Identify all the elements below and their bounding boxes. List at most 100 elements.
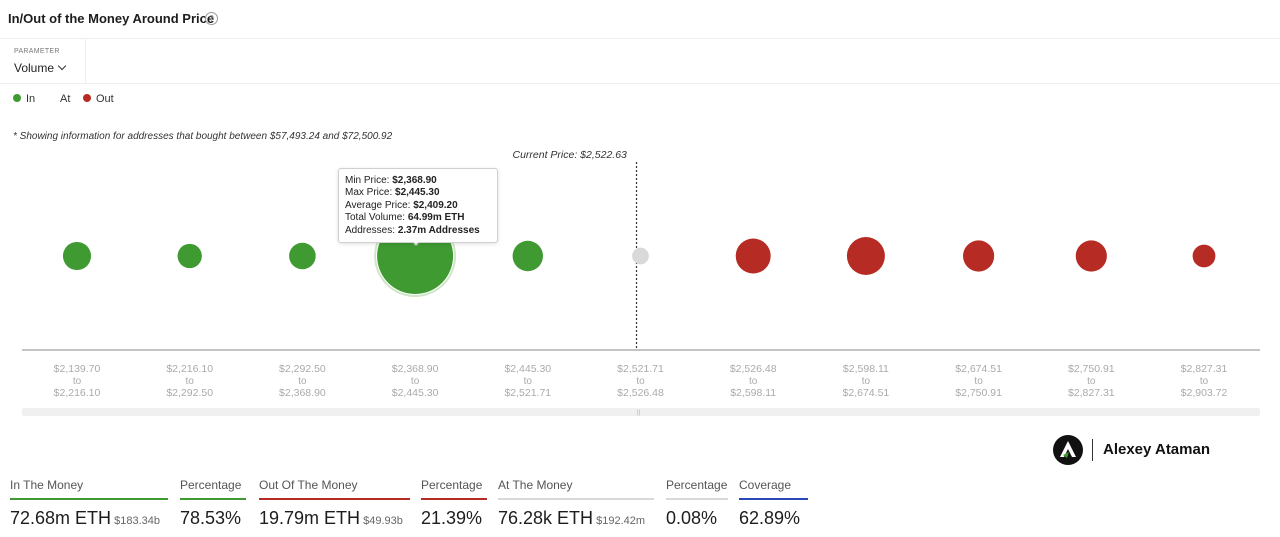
stat-label: In The Money xyxy=(10,478,84,492)
stat-subvalue: $192.42m xyxy=(593,515,646,527)
tick-label-to-3: $2,445.30 xyxy=(392,387,439,399)
stat-3: Percentage 21.39% xyxy=(421,478,487,529)
stat-1: Percentage 78.53% xyxy=(180,478,246,529)
tick-label-to-word-0: to xyxy=(73,376,82,387)
page-title: In/Out of the Money Around Price xyxy=(8,11,215,26)
tick-label-to-word-7: to xyxy=(862,376,871,387)
tick-label-to-word-3: to xyxy=(411,376,420,387)
bubble-at-5 xyxy=(632,247,649,265)
legend-item-out[interactable]: Out xyxy=(83,93,114,105)
tick-label-to-word-5: to xyxy=(636,376,645,387)
tick-label-to-word-10: to xyxy=(1200,376,1209,387)
bubble-out-8 xyxy=(963,240,995,272)
tick-label-from-9: $2,750.91 xyxy=(1068,363,1115,375)
bubble-in-2 xyxy=(289,242,316,270)
tick-label-from-4: $2,445.30 xyxy=(504,363,551,375)
stat-subvalue: $49.93b xyxy=(360,515,403,527)
tooltip-row-addresses: Addresses: 2.37m Addresses xyxy=(345,225,480,236)
help-icon[interactable]: ? xyxy=(205,12,218,25)
legend-item-in[interactable]: In xyxy=(13,93,35,105)
current-price-label: Current Price: $2,522.63 xyxy=(513,149,628,161)
legend-item-at[interactable]: At xyxy=(60,93,70,105)
tick-label-from-2: $2,292.50 xyxy=(279,363,326,375)
parameter-dropdown[interactable]: Volume xyxy=(14,61,67,75)
bubble-out-10 xyxy=(1192,244,1216,268)
tick-label-to-1: $2,292.50 xyxy=(166,387,213,399)
legend-label-at: At xyxy=(60,93,71,105)
stat-value: 62.89% xyxy=(739,508,801,528)
bubble-tooltip: Min Price: $2,368.90 Max Price: $2,445.3… xyxy=(338,168,498,243)
stat-label: Percentage xyxy=(180,478,242,492)
tick-label-to-10: $2,903.72 xyxy=(1181,387,1228,399)
tick-label-from-7: $2,598.11 xyxy=(843,363,889,375)
tick-label-to-4: $2,521.71 xyxy=(504,387,551,399)
tick-label-to-5: $2,526.48 xyxy=(617,387,664,399)
brand-logo xyxy=(1053,435,1083,465)
tick-label-from-6: $2,526.48 xyxy=(730,363,777,375)
tick-label-to-2: $2,368.90 xyxy=(279,387,326,399)
chart-scrollbar[interactable] xyxy=(22,408,1260,416)
stat-6: Coverage 62.89% xyxy=(739,478,808,529)
stat-value: 72.68m ETH $183.34b xyxy=(10,508,160,528)
tick-label-to-word-2: to xyxy=(298,376,307,387)
stat-value: 19.79m ETH $49.93b xyxy=(259,508,403,528)
stat-underline xyxy=(10,498,168,500)
bubble-in-1 xyxy=(177,243,202,269)
stat-4: At The Money 76.28k ETH $192.42m xyxy=(498,478,654,529)
range-note: * Showing information for addresses that… xyxy=(13,131,393,142)
stat-value: 78.53% xyxy=(180,508,242,528)
stat-subvalue: $183.34b xyxy=(111,515,160,527)
bubble-in-0 xyxy=(62,241,92,271)
tick-label-to-word-4: to xyxy=(524,376,533,387)
tooltip-row-min: Min Price: $2,368.90 xyxy=(345,175,437,186)
stat-underline xyxy=(498,498,654,500)
legend-label-out: Out xyxy=(96,93,114,105)
brand-logo-icon xyxy=(1060,441,1076,458)
stat-underline xyxy=(259,498,410,500)
brand-name: Alexey Ataman xyxy=(1103,441,1210,458)
tick-label-from-0: $2,139.70 xyxy=(54,363,101,375)
stat-label: Coverage xyxy=(739,478,792,492)
stat-underline xyxy=(739,498,808,500)
header-bar: In/Out of the Money Around Price ? xyxy=(0,0,1280,39)
tick-label-from-3: $2,368.90 xyxy=(392,363,439,375)
chevron-down-icon xyxy=(57,61,67,71)
stat-label: At The Money xyxy=(498,478,573,492)
tick-label-from-5: $2,521.71 xyxy=(617,363,664,375)
tick-label-to-7: $2,674.51 xyxy=(843,387,890,399)
tick-label-to-6: $2,598.11 xyxy=(730,387,776,399)
stat-underline xyxy=(666,498,728,500)
stat-label: Out Of The Money xyxy=(259,478,358,492)
parameter-selector[interactable]: PARAMETER Volume xyxy=(0,39,86,83)
tooltip-row-max: Max Price: $2,445.30 xyxy=(345,187,440,198)
parameter-value: Volume xyxy=(14,61,55,75)
stat-0: In The Money 72.68m ETH $183.34b xyxy=(10,478,168,529)
tick-label-from-8: $2,674.51 xyxy=(955,363,1002,375)
bubble-out-7 xyxy=(846,237,885,275)
tick-label-to-word-9: to xyxy=(1087,376,1096,387)
parameter-label: PARAMETER xyxy=(14,48,60,55)
legend-dot-out xyxy=(83,94,91,102)
tooltip-tail-inner xyxy=(411,239,421,244)
tick-label-from-10: $2,827.31 xyxy=(1181,363,1228,375)
stat-label: Percentage xyxy=(421,478,483,492)
scrollbar-grip[interactable]: || xyxy=(637,410,641,416)
brand-divider xyxy=(1092,439,1093,461)
bubble-out-6 xyxy=(735,238,771,274)
tick-label-to-word-8: to xyxy=(974,376,983,387)
tick-label-to-0: $2,216.10 xyxy=(54,387,101,399)
stat-value: 21.39% xyxy=(421,508,483,528)
tooltip-row-avg: Average Price: $2,409.20 xyxy=(345,200,458,211)
bubble-in-4 xyxy=(512,240,543,272)
tick-label-from-1: $2,216.10 xyxy=(166,363,213,375)
stat-underline xyxy=(180,498,246,500)
tick-label-to-9: $2,827.31 xyxy=(1068,387,1115,399)
legend-label-in: In xyxy=(26,93,36,105)
legend-dot-in xyxy=(13,94,21,102)
stat-2: Out Of The Money 19.79m ETH $49.93b xyxy=(259,478,410,529)
stat-value: 76.28k ETH $192.42m xyxy=(498,508,646,528)
stat-underline xyxy=(421,498,487,500)
tooltip-row-volume: Total Volume: 64.99m ETH xyxy=(345,212,465,223)
tick-label-to-8: $2,750.91 xyxy=(955,387,1002,399)
bubble-out-9 xyxy=(1075,240,1107,272)
